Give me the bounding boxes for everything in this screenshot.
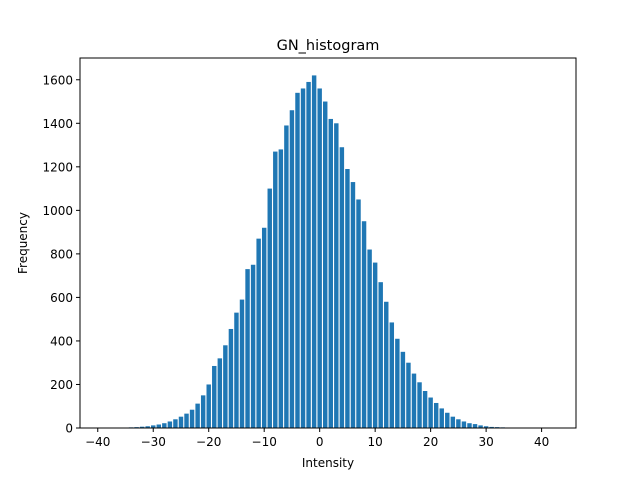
x-tick-label: −10 <box>252 435 277 449</box>
y-tick-label: 0 <box>65 422 73 436</box>
histogram-bar <box>278 149 284 429</box>
histogram-bar <box>456 419 461 428</box>
histogram-bar <box>239 299 245 428</box>
histogram-bar <box>245 269 250 428</box>
histogram-bar <box>445 412 450 428</box>
histogram-bar <box>139 426 145 428</box>
y-tick-label: 1600 <box>42 73 73 87</box>
histogram-bar <box>228 328 234 428</box>
histogram-bar <box>173 419 178 428</box>
x-tick-label: 20 <box>423 435 438 449</box>
x-tick-label: 10 <box>368 435 383 449</box>
histogram-bar <box>212 365 217 428</box>
histogram-bar <box>350 182 356 428</box>
histogram-bar <box>256 238 261 428</box>
histogram-bar <box>417 382 422 428</box>
x-axis-ticks: −40 −30 −20 −10 0 10 20 30 40 <box>85 428 549 449</box>
histogram-bar <box>189 409 195 428</box>
x-tick-label: 0 <box>316 435 324 449</box>
bars <box>123 75 517 429</box>
histogram-bar <box>289 110 295 428</box>
y-tick-label: 400 <box>50 334 73 348</box>
histogram-bar <box>311 75 317 428</box>
histogram-bar <box>323 101 328 428</box>
histogram-bar <box>478 425 483 428</box>
histogram-bar <box>217 358 223 428</box>
histogram-bar <box>300 88 306 429</box>
histogram-bar <box>389 322 395 428</box>
histogram-bar <box>461 421 467 428</box>
y-tick-label: 800 <box>50 247 73 261</box>
histogram-bar <box>450 416 456 428</box>
chart-title: GN_histogram <box>277 38 380 54</box>
plot-frame <box>79 57 577 429</box>
y-axis-label: Frequency <box>16 212 30 274</box>
y-tick-label: 200 <box>50 378 73 392</box>
histogram-bar <box>250 264 256 428</box>
x-tick-label: −40 <box>85 435 110 449</box>
histogram-bar <box>306 81 311 429</box>
y-tick-label: 1200 <box>42 160 73 174</box>
histogram-bar <box>156 424 162 428</box>
x-tick-label: −20 <box>196 435 221 449</box>
histogram-bar <box>162 423 167 428</box>
histogram-bar <box>489 426 494 428</box>
histogram-bar <box>295 92 300 428</box>
histogram-bar <box>317 88 322 429</box>
y-tick-label: 600 <box>50 291 73 305</box>
histogram-bar <box>411 373 417 428</box>
histogram-bar <box>433 402 439 428</box>
histogram-bar <box>273 151 278 428</box>
histogram-bar <box>328 118 333 429</box>
histogram-bar <box>384 301 389 428</box>
histogram-bar <box>428 397 433 428</box>
histogram-bar <box>400 351 406 428</box>
histogram-bar <box>345 169 350 428</box>
x-tick-label: 40 <box>534 435 549 449</box>
histogram-bar <box>284 125 289 429</box>
histogram-bar <box>378 282 383 428</box>
histogram-bar <box>361 221 367 428</box>
histogram-bar <box>234 312 239 428</box>
histogram-bar <box>472 424 478 428</box>
histogram-bar <box>195 403 200 428</box>
histogram-bar <box>145 426 150 428</box>
x-axis-label: Intensity <box>302 456 354 470</box>
histogram-bar <box>178 416 184 428</box>
histogram-bar <box>467 423 472 428</box>
histogram-bar <box>267 188 272 428</box>
histogram-bar <box>223 345 228 428</box>
histogram-bar <box>167 421 173 428</box>
histogram-bar <box>356 199 361 428</box>
histogram-bar <box>406 362 411 428</box>
histogram-bar <box>339 147 345 428</box>
histogram-bar <box>184 413 189 428</box>
y-axis-ticks: 0 200 400 600 800 1000 1200 1400 1600 <box>42 73 80 436</box>
histogram-bar <box>200 395 206 428</box>
histogram-bar <box>151 425 156 428</box>
histogram-bar <box>439 408 444 428</box>
x-tick-label: 30 <box>478 435 493 449</box>
histogram-bar <box>367 249 372 428</box>
histogram-bar <box>261 227 267 428</box>
histogram-bar <box>206 384 211 428</box>
histogram-bar <box>422 391 428 428</box>
y-tick-label: 1400 <box>42 117 73 131</box>
histogram-bar <box>372 262 378 428</box>
histogram-bar <box>483 426 489 428</box>
x-tick-label: −30 <box>141 435 166 449</box>
histogram-bar <box>395 338 400 428</box>
y-tick-label: 1000 <box>42 204 73 218</box>
histogram-bar <box>334 123 339 428</box>
